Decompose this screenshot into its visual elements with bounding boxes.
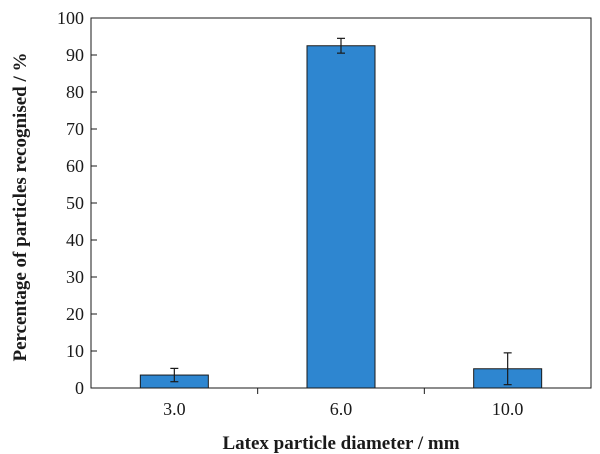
plot-area: 0 10 20 30 40 50 60 70 80 90 100 3.0 6.0 10.0 [57, 8, 592, 419]
y-tick-label: 40 [66, 230, 84, 250]
y-tick-label: 80 [66, 82, 84, 102]
y-tick-label: 20 [66, 304, 84, 324]
x-axis-ticks: 3.0 6.0 10.0 [163, 388, 523, 419]
x-axis-title: Latex particle diameter / mm [222, 433, 459, 454]
error-bar-3.0 [170, 367, 179, 383]
x-tick-label: 6.0 [330, 399, 353, 419]
bar-6.0 [306, 45, 376, 389]
bars [139, 37, 543, 389]
y-tick-label: 0 [75, 378, 84, 398]
y-tick-label: 60 [66, 156, 84, 176]
y-tick-label: 70 [66, 119, 84, 139]
y-tick-label: 90 [66, 45, 84, 65]
y-tick-label: 100 [57, 8, 84, 28]
y-tick-label: 10 [66, 341, 84, 361]
error-bar-10.0 [503, 352, 512, 386]
x-tick-label: 10.0 [492, 399, 524, 419]
y-axis-title: Percentage of particles recognised / % [10, 52, 31, 361]
y-axis-ticks: 0 10 20 30 40 50 60 70 80 90 100 [57, 8, 97, 398]
error-bar-6.0 [337, 37, 345, 54]
x-tick-label: 3.0 [163, 399, 186, 419]
y-tick-label: 30 [66, 267, 84, 287]
y-tick-label: 50 [66, 193, 84, 213]
